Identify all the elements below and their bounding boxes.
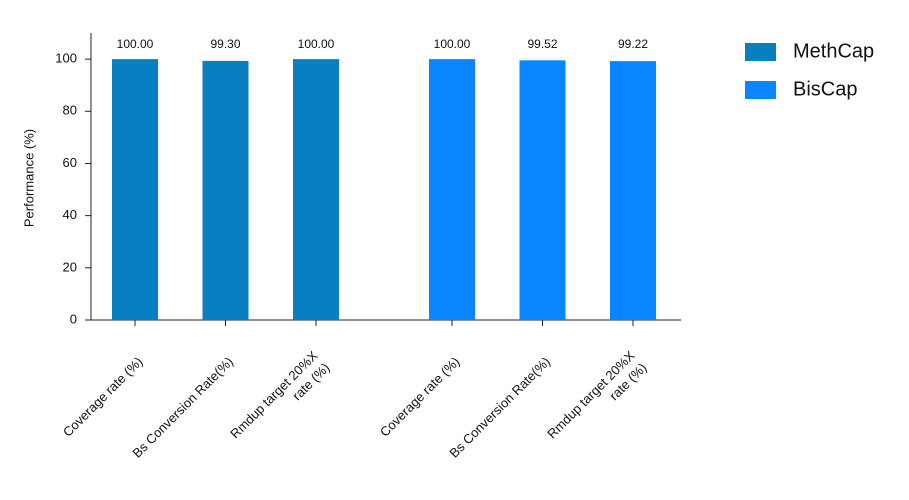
y-tick-label: 20 [63, 259, 77, 274]
x-tick-label: Coverage rate (%) [377, 354, 463, 440]
value-label: 100.00 [434, 37, 471, 51]
value-label: 99.30 [210, 37, 240, 51]
value-label: 100.00 [117, 37, 154, 51]
y-tick-label: 40 [63, 207, 77, 222]
x-tick-label: Coverage rate (%) [60, 354, 146, 440]
y-tick-label: 60 [63, 155, 77, 170]
legend-label: BisCap [793, 78, 857, 100]
y-tick-label: 100 [55, 51, 77, 66]
x-tick-label: Bs Conversion Rate(%) [129, 354, 236, 461]
legend-label: MethCap [793, 40, 874, 62]
y-tick-label: 80 [63, 103, 77, 118]
legend-swatch [745, 81, 776, 99]
y-tick-label: 0 [70, 311, 77, 326]
bar [293, 59, 339, 320]
value-label: 99.52 [527, 37, 557, 51]
x-tick-label: Bs Conversion Rate(%) [446, 354, 553, 461]
x-tick-label: Rmdup target 20%Xrate (%) [545, 348, 651, 454]
bar [610, 61, 656, 320]
bar [112, 59, 158, 320]
bar [202, 60, 249, 321]
value-label: 100.00 [298, 37, 335, 51]
legend-swatch [745, 43, 776, 61]
value-label: 99.22 [618, 37, 648, 51]
bar [429, 59, 475, 320]
y-axis-label: Performance (%) [21, 129, 36, 227]
x-tick-label: Rmdup target 20%Xrate (%) [228, 348, 334, 454]
bar [519, 60, 566, 321]
